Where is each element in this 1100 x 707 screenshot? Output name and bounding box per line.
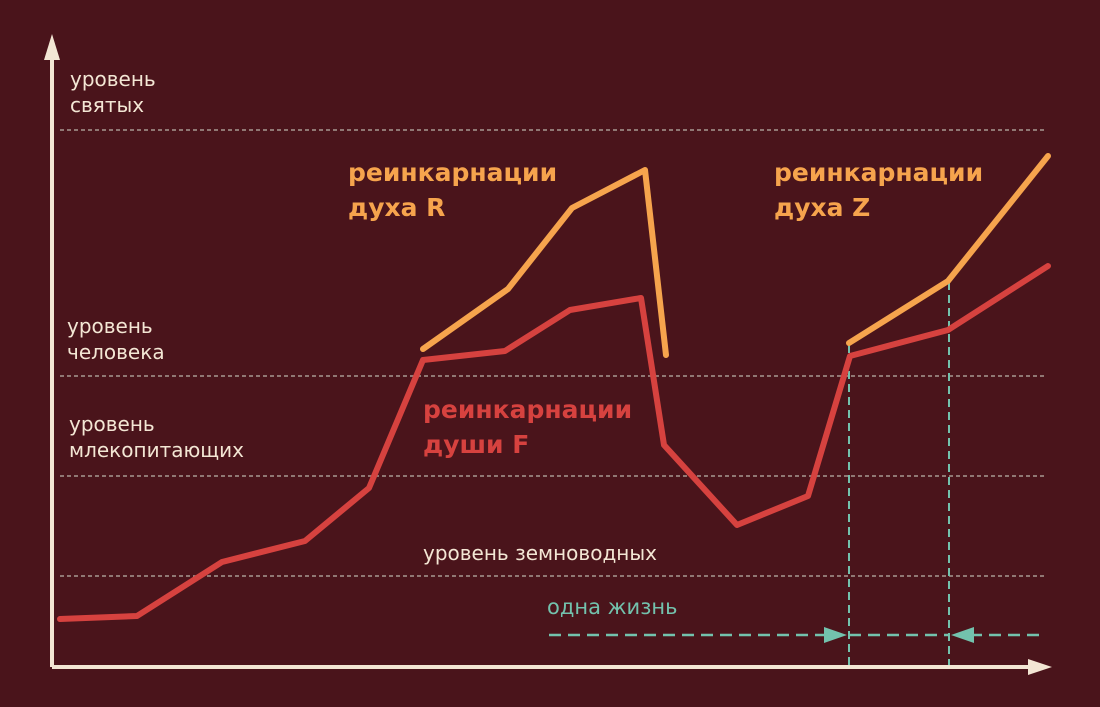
soul-f-label: реинкарнации души F: [423, 395, 633, 459]
amphibians-level-label: уровень земноводных: [423, 541, 657, 565]
y-axis-arrowhead: [44, 34, 60, 60]
spirit-r-line: [420, 167, 669, 358]
x-axis-arrowhead: [1028, 659, 1052, 675]
saints-level-label: уровень святых: [70, 67, 156, 117]
soul-f-line: [57, 263, 1051, 622]
spirit-z-line: [846, 153, 1051, 346]
human-level-label: уровень человека: [67, 314, 165, 364]
mammals-level-label: уровень млекопитающих: [69, 412, 244, 462]
one-life-left-pointing-arrowhead: [951, 627, 974, 643]
one-life-label: одна жизнь: [547, 595, 678, 619]
spirit-r-label: реинкарнации духа R: [348, 158, 558, 222]
spirit-z-label: реинкарнации духа Z: [774, 158, 984, 222]
one-life-right-pointing-arrowhead: [824, 627, 847, 643]
